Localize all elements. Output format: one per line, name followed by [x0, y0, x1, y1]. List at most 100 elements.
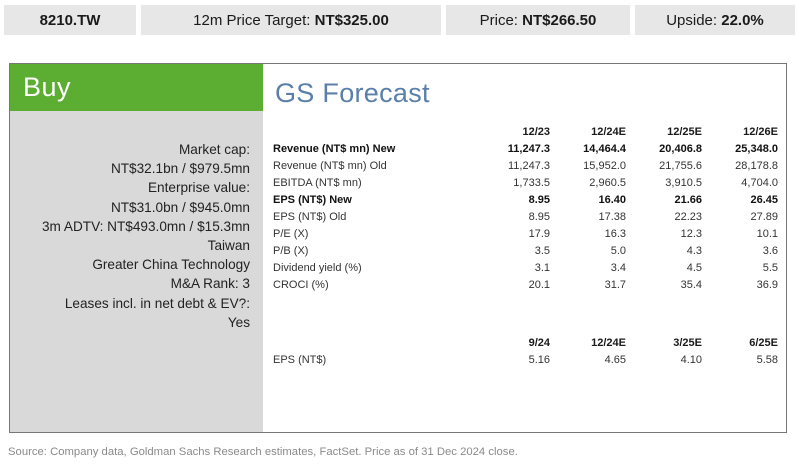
- value-cell: 8.95: [528, 211, 550, 224]
- header-blank-cell: [273, 123, 474, 140]
- value-cell: 16.3: [604, 228, 626, 241]
- key-fact-line: Greater China Technology: [92, 257, 250, 273]
- table-row: Revenue (NT$ mn) New 11,247.3 14,464.4 20,4…: [273, 140, 778, 157]
- row-label: EBITDA (NT$ mn): [273, 176, 362, 189]
- value-cell: 26.45: [750, 193, 778, 206]
- upside-label: Upside:: [666, 11, 718, 29]
- value-cell: 22.23: [674, 211, 702, 224]
- key-fact-line: Yes: [227, 314, 250, 330]
- summary-panel: Buy Market cap: NT$32.1bn / $979.5mn Enter…: [9, 63, 787, 433]
- row-label: CROCI (%): [273, 279, 329, 292]
- value-cell: 21.66: [674, 193, 702, 206]
- forecast-title: GS Forecast: [275, 78, 430, 108]
- ticker-box: 8210.TW: [4, 5, 136, 35]
- row-label: Revenue (NT$ mn) Old: [273, 159, 387, 172]
- value-cell: 16.40: [598, 193, 626, 206]
- source-note: Source: Company data, Goldman Sachs Rese…: [8, 446, 518, 458]
- value-cell: 20.1: [528, 279, 550, 292]
- value-cell: 36.9: [756, 279, 778, 292]
- value-cell: 2,960.5: [589, 176, 626, 189]
- key-fact-line: NT$32.1bn / $979.5mn: [110, 161, 250, 177]
- ticker: 8210.TW: [39, 11, 101, 29]
- value-cell: 17.9: [528, 228, 550, 241]
- value-cell: 20,406.8: [659, 142, 702, 155]
- price-value: NT$266.50: [522, 11, 597, 29]
- price-box: Price: NT$266.50: [446, 5, 630, 35]
- table-header-row: 12/23 12/24E 12/25E 12/26E: [273, 123, 778, 140]
- price-target-label: 12m Price Target:: [193, 11, 311, 29]
- value-cell: 5.0: [610, 245, 626, 258]
- value-cell: 3,910.5: [665, 176, 702, 189]
- value-cell: 27.89: [750, 211, 778, 224]
- column-header: 12/26E: [743, 125, 778, 138]
- value-cell: 15,952.0: [583, 159, 626, 172]
- price-target-box: 12m Price Target: NT$325.00: [141, 5, 441, 35]
- table-row: Revenue (NT$ mn) Old 11,247.3 15,952.0 21,7…: [273, 157, 778, 174]
- value-cell: 1,733.5: [513, 176, 550, 189]
- value-cell: 3.6: [762, 245, 778, 258]
- value-cell: 3.4: [610, 262, 626, 275]
- table-row: EBITDA (NT$ mn) 1,733.5 2,960.5 3,910.5 4,70…: [273, 174, 778, 191]
- value-cell: 17.38: [598, 211, 626, 224]
- rating-badge: Buy: [10, 64, 263, 111]
- table-header-row: 9/24 12/24E 3/25E 6/25E: [273, 334, 778, 351]
- key-fact-line: Taiwan: [207, 238, 250, 254]
- row-label: EPS (NT$): [273, 353, 327, 366]
- value-cell: 31.7: [604, 279, 626, 292]
- value-cell: 4.5: [686, 262, 702, 275]
- value-cell: 10.1: [756, 228, 778, 241]
- key-facts-list: Market cap: NT$32.1bn / $979.5mn Enterpris…: [4, 140, 250, 332]
- table-row: P/B (X) 3.5 5.0 4.3 3.6: [273, 243, 778, 260]
- column-header: 12/24E: [591, 336, 626, 349]
- upside-value: 22.0%: [721, 11, 764, 29]
- table-row: EPS (NT$) 5.16 4.65 4.10 5.58: [273, 351, 778, 368]
- table-row: EPS (NT$) Old 8.95 17.38 22.23 27.89: [273, 208, 778, 225]
- price-target-value: NT$325.00: [314, 11, 389, 29]
- column-header: 6/25E: [749, 336, 778, 349]
- row-label: EPS (NT$) Old: [273, 211, 347, 224]
- value-cell: 3.5: [534, 245, 550, 258]
- value-cell: 4,704.0: [741, 176, 778, 189]
- value-cell: 5.58: [756, 353, 778, 366]
- value-cell: 11,247.3: [507, 142, 550, 155]
- table-row: CROCI (%) 20.1 31.7 35.4 36.9: [273, 277, 778, 294]
- table-row: Dividend yield (%) 3.1 3.4 4.5 5.5: [273, 260, 778, 277]
- row-label: P/E (X): [273, 228, 309, 241]
- value-cell: 5.5: [762, 262, 778, 275]
- value-cell: 35.4: [680, 279, 702, 292]
- value-cell: 4.3: [686, 245, 702, 258]
- key-fact-line: Enterprise value:: [147, 180, 250, 196]
- value-cell: 14,464.4: [583, 142, 626, 155]
- forecast-section: GS Forecast 12/23 12/24E 12/25E 12/26E Reve…: [263, 64, 786, 432]
- row-label: Dividend yield (%): [273, 262, 362, 275]
- quarterly-forecast-table: 9/24 12/24E 3/25E 6/25E EPS (NT$) 5.16 4.65 4.…: [273, 334, 778, 368]
- table-row: P/E (X) 17.9 16.3 12.3 10.1: [273, 226, 778, 243]
- row-label: P/B (X): [273, 245, 309, 258]
- key-fact-line: Market cap:: [178, 142, 250, 157]
- value-cell: 4.10: [680, 353, 702, 366]
- table-row: EPS (NT$) New 8.95 16.40 21.66 26.45: [273, 191, 778, 208]
- price-label: Price:: [479, 11, 518, 29]
- value-cell: 21,755.6: [659, 159, 702, 172]
- annual-forecast-table: 12/23 12/24E 12/25E 12/26E Revenue (NT$ mn)…: [273, 123, 778, 294]
- value-cell: 28,178.8: [735, 159, 778, 172]
- column-header: 12/23: [522, 125, 550, 138]
- column-header: 9/24: [528, 336, 550, 349]
- key-facts-sidebar: Buy Market cap: NT$32.1bn / $979.5mn Enter…: [10, 64, 263, 432]
- column-header: 3/25E: [673, 336, 702, 349]
- value-cell: 25,348.0: [735, 142, 778, 155]
- key-fact-line: M&A Rank: 3: [170, 276, 250, 292]
- key-fact-line: Leases incl. in net debt & EV?:: [64, 295, 250, 311]
- value-cell: 5.16: [528, 353, 550, 366]
- value-cell: 11,247.3: [507, 159, 550, 172]
- value-cell: 12.3: [680, 228, 702, 241]
- upside-box: Upside: 22.0%: [635, 5, 795, 35]
- value-cell: 3.1: [534, 262, 550, 275]
- column-header: 12/25E: [667, 125, 702, 138]
- key-fact-line: 3m ADTV: NT$493.0mn / $15.3mn: [41, 218, 250, 234]
- value-cell: 8.95: [528, 193, 550, 206]
- value-cell: 4.65: [604, 353, 626, 366]
- header-blank-cell: [273, 334, 474, 351]
- row-label: EPS (NT$) New: [273, 193, 352, 206]
- column-header: 12/24E: [591, 125, 626, 138]
